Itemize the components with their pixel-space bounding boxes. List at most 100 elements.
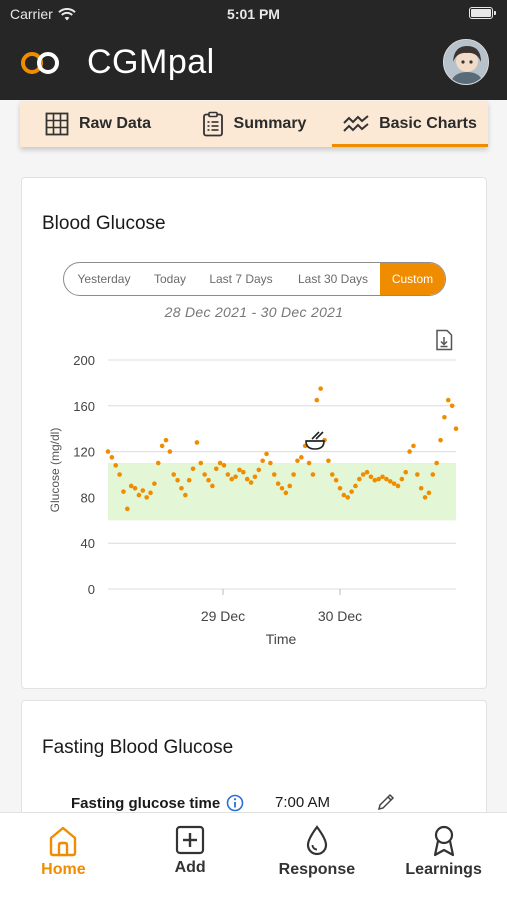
tab-summary[interactable]: Summary <box>176 101 332 147</box>
glucose-point <box>190 466 196 472</box>
glucose-point <box>128 483 134 489</box>
glucose-point <box>372 477 378 483</box>
glucose-point <box>310 472 316 477</box>
glucose-point <box>453 426 459 431</box>
fasting-time-value[interactable]: 7:00 AM <box>275 794 331 811</box>
glucose-point <box>368 474 374 480</box>
glucose-point <box>426 490 432 496</box>
glucose-point <box>125 506 130 512</box>
glucose-point <box>186 477 192 483</box>
glucose-point <box>341 492 347 498</box>
glucose-point <box>384 476 389 482</box>
nav-add-label: Add <box>174 859 206 876</box>
glucose-point <box>318 386 323 391</box>
blood-glucose-title: Blood Glucose <box>42 213 166 234</box>
glucose-point <box>105 449 111 454</box>
glucose-point <box>206 477 211 483</box>
glucose-point <box>295 458 300 464</box>
glucose-point <box>175 477 180 483</box>
glucose-point <box>391 481 397 486</box>
tab-raw-data-label: Raw Data <box>78 115 152 132</box>
glucose-point <box>380 474 385 480</box>
glucose-point <box>167 449 173 454</box>
clipboard-icon <box>202 111 223 137</box>
fasting-time-row: Fasting glucose time 7:00 AM <box>71 793 395 812</box>
range-yesterday[interactable]: Yesterday <box>77 272 131 286</box>
date-range-label: 28 Dec 2021 - 30 Dec 2021 <box>164 304 344 320</box>
range-custom[interactable]: Custom <box>380 263 445 295</box>
range-today[interactable]: Today <box>153 272 187 286</box>
y-tick-label: 120 <box>73 445 95 460</box>
bottom-navigation: Home Add Response Learnings <box>0 812 507 900</box>
nav-add[interactable]: Add <box>127 813 254 900</box>
y-tick-label: 80 <box>81 490 95 505</box>
x-axis-label: Time <box>266 631 297 647</box>
glucose-point <box>449 403 455 409</box>
glucose-point <box>179 485 184 491</box>
y-tick-label: 200 <box>73 353 95 368</box>
glucose-point <box>357 476 362 482</box>
glucose-point <box>241 469 246 475</box>
pencil-icon[interactable] <box>375 791 397 813</box>
glucose-point <box>159 443 165 449</box>
glucose-point <box>271 472 277 477</box>
glucose-point <box>198 460 204 466</box>
glucose-point <box>279 485 285 491</box>
glucose-point <box>171 472 177 477</box>
download-icon[interactable] <box>435 329 453 351</box>
range-selector: Yesterday Today Last 7 Days Last 30 Days… <box>63 262 446 296</box>
glucose-point <box>237 467 242 473</box>
glucose-point <box>202 472 207 477</box>
glucose-point <box>353 483 358 489</box>
glucose-point <box>326 458 331 464</box>
tab-basic-charts[interactable]: Basic Charts <box>332 101 488 147</box>
status-bar: Carrier 5:01 PM <box>0 0 507 28</box>
glucose-point <box>329 472 335 477</box>
x-tick-label: 30 Dec <box>318 608 362 624</box>
drop-icon <box>306 825 327 856</box>
glucose-point <box>233 474 238 480</box>
glucose-point <box>387 479 393 484</box>
glucose-point <box>136 492 142 498</box>
glucose-point <box>109 455 115 460</box>
nav-learnings[interactable]: Learnings <box>380 813 507 900</box>
glucose-point <box>399 476 405 482</box>
glucose-point <box>360 472 366 477</box>
fasting-glucose-title: Fasting Blood Glucose <box>42 737 234 758</box>
glucose-point <box>183 492 188 498</box>
glucose-point <box>411 443 416 449</box>
glucose-point <box>117 472 122 477</box>
glucose-point <box>306 460 312 466</box>
home-icon <box>50 826 77 857</box>
glucose-point <box>268 460 273 466</box>
x-tick-label: 29 Dec <box>201 608 245 624</box>
glucose-point <box>264 451 269 457</box>
tab-basic-charts-label: Basic Charts <box>379 115 477 132</box>
glucose-point <box>364 469 370 475</box>
avatar[interactable] <box>443 39 489 85</box>
glucose-point <box>217 460 223 466</box>
nav-home[interactable]: Home <box>0 813 127 900</box>
range-last-30-days[interactable]: Last 30 Days <box>297 272 369 286</box>
glucose-point <box>349 489 354 494</box>
y-tick-label: 160 <box>73 399 95 414</box>
info-icon[interactable] <box>226 794 244 812</box>
chart-tabs: Raw Data Summary Basic Charts <box>20 101 488 147</box>
range-last-7-days[interactable]: Last 7 Days <box>209 272 273 286</box>
bowl-icon <box>305 431 325 450</box>
glucose-point <box>418 485 424 491</box>
nav-response[interactable]: Response <box>254 813 381 900</box>
glucose-point <box>333 477 339 483</box>
glucose-point <box>144 495 149 500</box>
glucose-point <box>210 483 215 489</box>
glucose-point <box>395 483 401 489</box>
y-axis-label: Glucose (mg/dl) <box>48 428 62 513</box>
glucose-point <box>256 467 262 473</box>
nav-response-label: Response <box>278 861 356 878</box>
add-icon <box>176 825 205 855</box>
tab-raw-data[interactable]: Raw Data <box>20 101 176 147</box>
glucose-point <box>415 472 420 477</box>
glucose-point <box>403 469 409 475</box>
award-icon <box>433 825 454 857</box>
fasting-glucose-card: Fasting Blood Glucose Fasting glucose ti… <box>21 700 487 830</box>
